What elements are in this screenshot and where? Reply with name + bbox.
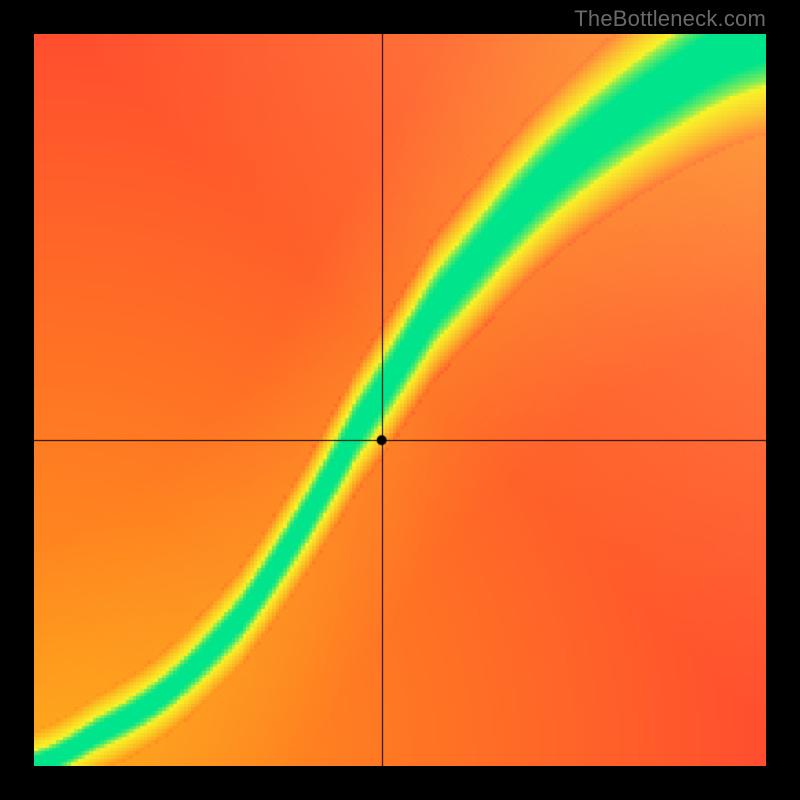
watermark-text: TheBottleneck.com <box>574 6 766 32</box>
chart-container: TheBottleneck.com <box>0 0 800 800</box>
bottleneck-heatmap <box>34 34 766 766</box>
